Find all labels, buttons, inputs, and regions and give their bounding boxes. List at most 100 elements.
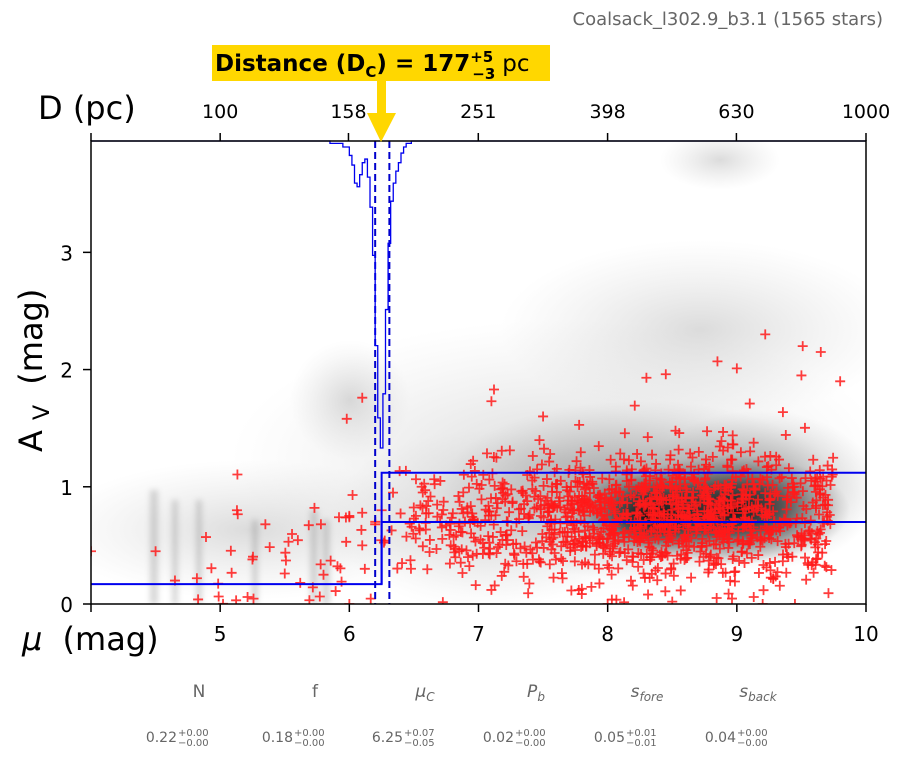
- star-marker: [549, 524, 560, 535]
- star-marker: [712, 356, 723, 367]
- star-marker: [502, 489, 513, 500]
- star-marker: [485, 493, 496, 504]
- star-marker: [747, 473, 758, 484]
- star-marker: [574, 419, 585, 430]
- parameter-plus-error: +0.00: [515, 728, 546, 739]
- star-marker: [206, 563, 217, 574]
- distance-unit: pc: [502, 51, 529, 77]
- star-marker: [594, 578, 605, 589]
- star-marker: [534, 435, 545, 446]
- star-marker: [522, 558, 533, 569]
- star-marker: [746, 530, 757, 541]
- star-marker: [711, 592, 722, 603]
- star-marker: [689, 500, 700, 511]
- star-marker: [718, 426, 729, 437]
- star-marker: [808, 454, 819, 465]
- star-marker: [495, 527, 506, 538]
- y-axis-sub: V: [30, 405, 55, 420]
- star-marker: [652, 562, 663, 573]
- star-marker: [762, 472, 773, 483]
- star-marker: [654, 549, 665, 560]
- x-tick-label: 7: [472, 622, 485, 646]
- star-marker: [786, 473, 797, 484]
- star-marker: [437, 533, 448, 544]
- star-marker: [431, 544, 442, 555]
- star-marker: [643, 589, 654, 600]
- star-marker: [736, 546, 747, 557]
- star-marker: [801, 503, 812, 514]
- star-marker: [602, 599, 613, 604]
- star-marker: [578, 494, 589, 505]
- star-marker: [742, 479, 753, 490]
- star-marker: [463, 482, 474, 493]
- star-marker: [501, 540, 512, 550]
- star-marker: [771, 451, 782, 462]
- star-marker: [450, 552, 461, 563]
- star-marker: [647, 449, 658, 460]
- star-marker: [493, 542, 504, 553]
- star-marker: [535, 504, 546, 515]
- star-marker: [735, 447, 746, 458]
- star-marker: [325, 555, 336, 566]
- star-marker: [619, 428, 630, 439]
- star-marker: [700, 473, 711, 484]
- top-tick-label: 158: [330, 101, 366, 123]
- distance-sub: C: [365, 63, 376, 81]
- star-marker: [279, 568, 290, 579]
- star-marker: [408, 502, 419, 513]
- star-marker: [688, 487, 699, 498]
- star-marker: [692, 523, 703, 534]
- star-marker: [806, 560, 817, 571]
- star-marker: [744, 515, 755, 526]
- y-axis-main: A: [12, 430, 50, 452]
- star-marker: [499, 478, 510, 489]
- parameter-name: Pb: [527, 682, 545, 704]
- star-marker: [604, 549, 615, 560]
- top-tick-label: 100: [202, 101, 238, 123]
- star-marker: [226, 567, 237, 578]
- star-marker: [554, 527, 565, 538]
- star-marker: [619, 527, 630, 538]
- star-marker: [588, 483, 599, 494]
- star-marker: [570, 545, 581, 556]
- star-marker: [636, 549, 647, 560]
- star-marker: [605, 454, 616, 465]
- star-marker: [644, 541, 655, 552]
- star-marker: [576, 583, 587, 594]
- star-marker: [539, 443, 550, 454]
- star-marker: [751, 505, 762, 516]
- star-marker: [456, 503, 467, 514]
- star-marker: [498, 487, 509, 498]
- star-marker: [330, 586, 341, 597]
- star-marker: [507, 498, 518, 509]
- star-markers: [91, 329, 846, 604]
- parameter-value: 0.02: [483, 730, 514, 746]
- star-marker: [609, 508, 620, 519]
- star-marker: [420, 524, 431, 535]
- star-marker: [665, 454, 676, 465]
- star-marker: [344, 512, 355, 523]
- star-marker: [754, 479, 765, 490]
- star-marker: [781, 504, 792, 515]
- star-marker: [702, 511, 713, 522]
- star-marker: [484, 474, 495, 485]
- parameter-name: N: [193, 682, 206, 702]
- star-marker: [365, 593, 376, 604]
- star-marker: [429, 479, 440, 490]
- x-axis-title: μ (mag): [21, 620, 159, 658]
- star-marker: [665, 498, 676, 509]
- star-marker: [621, 508, 632, 519]
- star-marker: [544, 456, 555, 467]
- y-tick-label: 1: [60, 476, 73, 500]
- star-marker: [662, 550, 673, 561]
- star-marker: [707, 507, 718, 518]
- star-marker: [397, 558, 408, 569]
- star-marker: [213, 591, 224, 602]
- star-marker: [727, 466, 738, 477]
- star-marker: [584, 488, 595, 499]
- x-tick-label: 6: [343, 622, 356, 646]
- star-marker: [483, 531, 494, 542]
- star-marker: [727, 553, 738, 564]
- star-marker: [424, 534, 435, 545]
- star-marker: [756, 503, 767, 514]
